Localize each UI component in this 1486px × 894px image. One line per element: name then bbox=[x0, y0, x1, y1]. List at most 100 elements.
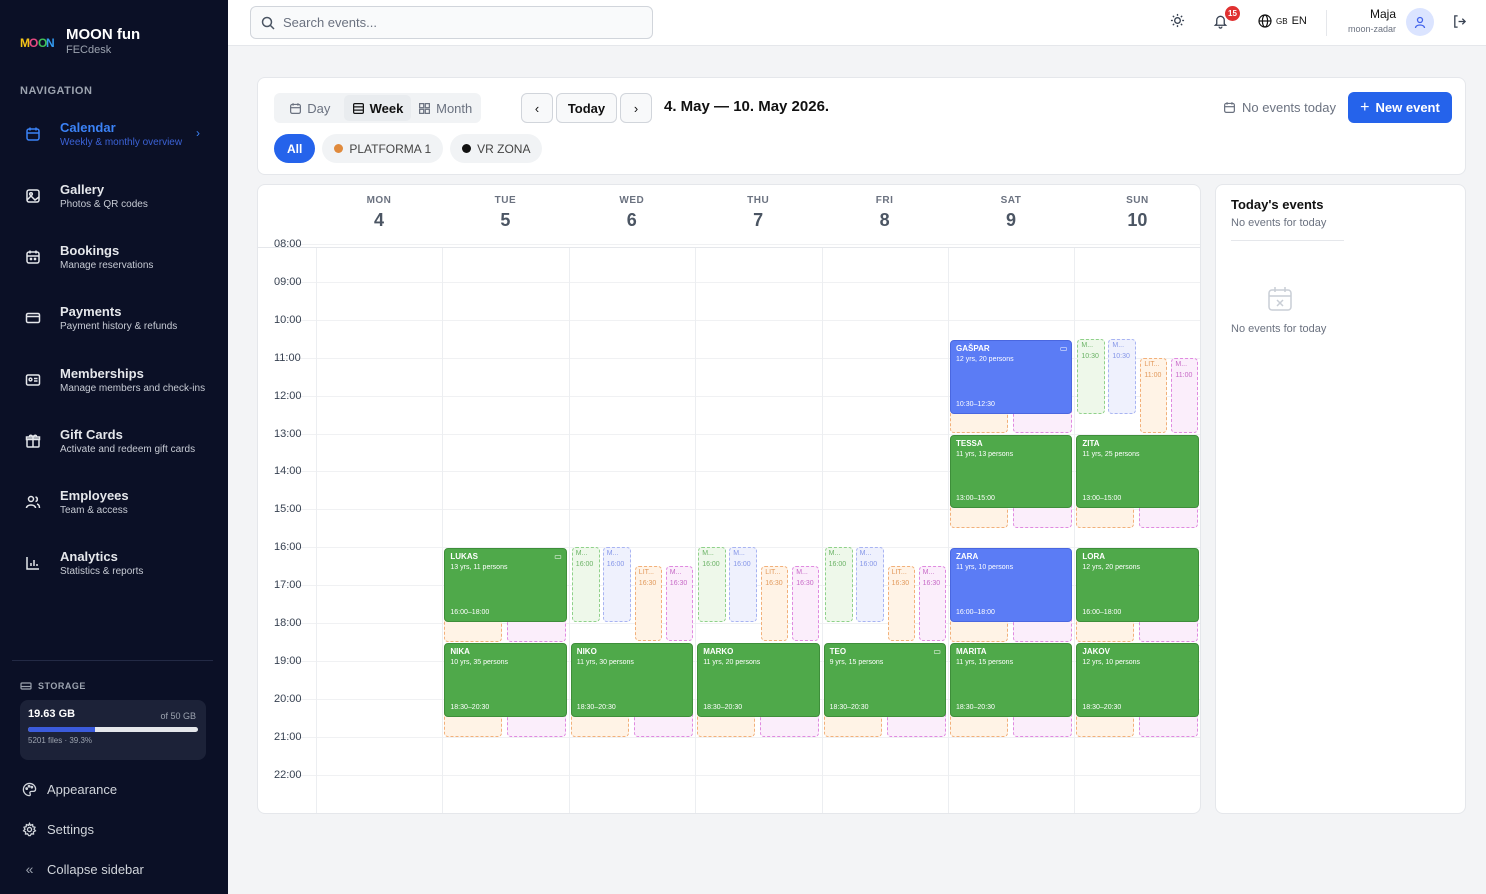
event-time: 18:30–20:30 bbox=[956, 703, 995, 711]
day-header-thu[interactable]: THU 7 bbox=[695, 195, 821, 231]
calendar-check-icon bbox=[22, 246, 44, 268]
day-header-sun[interactable]: SUN 10 bbox=[1074, 195, 1200, 231]
event-details: 11 yrs, 20 persons bbox=[703, 658, 761, 666]
theme-toggle-button[interactable] bbox=[1170, 13, 1185, 33]
user-info[interactable]: Maja moon-zadar bbox=[1336, 7, 1396, 34]
filter-platforma-1[interactable]: PLATFORMA 1 bbox=[322, 134, 444, 163]
event-zara[interactable]: ZARA 11 yrs, 10 persons 16:00–18:00 bbox=[950, 548, 1073, 622]
overlapping-event[interactable]: M... 16:00 bbox=[602, 547, 631, 623]
next-week-button[interactable]: › bbox=[620, 93, 652, 123]
overlapping-event[interactable]: M... 16:30 bbox=[918, 566, 946, 642]
sidebar-item-label: Calendar bbox=[60, 119, 116, 135]
color-dot bbox=[462, 144, 472, 153]
event-gašpar[interactable]: GAŠPAR 12 yrs, 20 persons 10:30–12:30 ▭ bbox=[950, 339, 1073, 414]
day-header-wed[interactable]: WED 6 bbox=[569, 195, 695, 231]
view-day-button[interactable]: Day bbox=[276, 95, 344, 121]
view-week-button[interactable]: Week bbox=[343, 95, 412, 121]
hour-line bbox=[276, 319, 1200, 321]
settings-button[interactable]: Settings bbox=[22, 822, 94, 837]
overlapping-event[interactable]: M... 10:30 bbox=[1077, 338, 1106, 414]
ghost-title: M... bbox=[859, 550, 872, 558]
collapse-sidebar-button[interactable]: « Collapse sidebar bbox=[22, 861, 144, 877]
sidebar-item-calendar[interactable]: Calendar Weekly & monthly overview › bbox=[12, 108, 212, 160]
ghost-time: 16:30 bbox=[891, 580, 910, 588]
filter-label: VR ZONA bbox=[477, 141, 531, 156]
overlapping-event[interactable]: M... 11:00 bbox=[1171, 357, 1199, 433]
overlapping-event[interactable]: M... 16:30 bbox=[665, 566, 693, 642]
gift-icon bbox=[22, 430, 44, 452]
sidebar-item-sub: Statistics & reports bbox=[60, 565, 144, 577]
day-header-fri[interactable]: FRI 8 bbox=[822, 195, 948, 231]
overlapping-event[interactable]: LIT... 16:30 bbox=[761, 566, 789, 642]
event-lukas[interactable]: LUKAS 13 yrs, 11 persons 16:00–18:00 ▭ bbox=[444, 548, 567, 622]
event-nika[interactable]: NIKA 10 yrs, 35 persons 18:30–20:30 bbox=[444, 642, 567, 717]
day-column-divider bbox=[948, 248, 949, 813]
overlapping-event[interactable]: LIT... 11:00 bbox=[1140, 357, 1168, 433]
day-header-tue[interactable]: TUE 5 bbox=[442, 195, 568, 231]
day-name: TUE bbox=[494, 195, 517, 206]
calendar-icon bbox=[290, 102, 302, 114]
event-time: 16:00–18:00 bbox=[956, 608, 995, 616]
sidebar-item-sub: Manage members and check-ins bbox=[60, 382, 206, 394]
event-niko[interactable]: NIKO 11 yrs, 30 persons 18:30–20:30 bbox=[570, 642, 694, 717]
ghost-time: 16:30 bbox=[669, 580, 688, 588]
event-name: LORA bbox=[1082, 552, 1106, 562]
storage-box: 19.63 GB of 50 GB 5201 files · 39.3% bbox=[20, 700, 206, 760]
sidebar-item-payments[interactable]: Payments Payment history & refunds bbox=[12, 292, 212, 344]
event-teo[interactable]: TEO 9 yrs, 15 persons 18:30–20:30 ▭ bbox=[823, 642, 946, 717]
overlapping-event[interactable]: M... 16:00 bbox=[855, 547, 884, 623]
logout-button[interactable] bbox=[1452, 14, 1467, 34]
sidebar-item-analytics[interactable]: Analytics Statistics & reports bbox=[12, 537, 212, 589]
event-tessa[interactable]: TESSA 11 yrs, 13 persons 13:00–15:00 bbox=[950, 434, 1073, 509]
appearance-button[interactable]: Appearance bbox=[22, 782, 117, 797]
filter-all[interactable]: All bbox=[274, 134, 316, 163]
overlapping-event[interactable]: M... 16:00 bbox=[571, 547, 600, 623]
overlapping-event[interactable]: M... 10:30 bbox=[1108, 338, 1137, 414]
sidebar-item-label: Memberships bbox=[60, 365, 144, 381]
event-zita[interactable]: ZITA 11 yrs, 25 persons 13:00–15:00 bbox=[1076, 434, 1199, 509]
day-number: 6 bbox=[626, 210, 637, 230]
globe-icon bbox=[1258, 14, 1272, 28]
today-button[interactable]: Today bbox=[556, 93, 617, 123]
event-lora[interactable]: LORA 12 yrs, 20 persons 16:00–18:00 bbox=[1076, 548, 1199, 622]
overlapping-event[interactable]: M... 16:00 bbox=[698, 547, 727, 623]
language-selector[interactable]: GB EN bbox=[1258, 14, 1307, 28]
logout-icon bbox=[1454, 15, 1467, 28]
today-events-panel: Today's events No events for today No ev… bbox=[1215, 184, 1466, 814]
search-box[interactable] bbox=[250, 6, 653, 39]
day-header-mon[interactable]: MON 4 bbox=[316, 195, 442, 231]
overlapping-event[interactable]: M... 16:00 bbox=[824, 547, 853, 623]
ghost-title: M... bbox=[575, 550, 588, 558]
sidebar-item-employees[interactable]: Employees Team & access bbox=[12, 476, 212, 528]
new-event-button[interactable]: + New event bbox=[1348, 92, 1452, 123]
day-header-sat[interactable]: SAT 9 bbox=[948, 195, 1074, 231]
sidebar-item-gift-cards[interactable]: Gift Cards Activate and redeem gift cards bbox=[12, 415, 212, 467]
event-name: TEO bbox=[829, 646, 847, 656]
event-jakov[interactable]: JAKOV 12 yrs, 10 persons 18:30–20:30 bbox=[1076, 642, 1199, 717]
overlapping-event[interactable]: M... 16:00 bbox=[729, 547, 758, 623]
time-label: 12:00 bbox=[274, 389, 302, 402]
notifications-button[interactable]: 15 bbox=[1213, 6, 1240, 34]
sidebar-item-label: Gallery bbox=[60, 181, 105, 197]
event-marita[interactable]: MARITA 11 yrs, 15 persons 18:30–20:30 bbox=[950, 642, 1073, 717]
search-input[interactable] bbox=[283, 15, 623, 30]
ghost-time: 11:00 bbox=[1175, 371, 1193, 379]
sidebar-item-gallery[interactable]: Gallery Photos & QR codes bbox=[12, 170, 212, 222]
prev-week-button[interactable]: ‹ bbox=[521, 93, 553, 123]
sidebar-item-sub: Activate and redeem gift cards bbox=[60, 443, 196, 455]
filter-vr-zona[interactable]: VR ZONA bbox=[450, 134, 543, 163]
overlapping-event[interactable]: LIT... 16:30 bbox=[634, 566, 662, 642]
view-month-button[interactable]: Month bbox=[411, 95, 479, 121]
overlapping-event[interactable]: M... 16:30 bbox=[792, 566, 820, 642]
sidebar-item-bookings[interactable]: Bookings Manage reservations bbox=[12, 231, 212, 283]
overlapping-event[interactable]: LIT... 16:30 bbox=[887, 566, 915, 642]
sidebar-item-memberships[interactable]: Memberships Manage members and check-ins bbox=[12, 354, 212, 406]
sidebar-item-sub: Photos & QR codes bbox=[60, 198, 148, 210]
sidebar-item-sub: Weekly & monthly overview bbox=[60, 136, 183, 148]
day-column-divider bbox=[442, 248, 444, 813]
event-marko[interactable]: MARKO 11 yrs, 20 persons 18:30–20:30 bbox=[697, 642, 820, 717]
calendar-grid[interactable]: 08:00 09:00 10:00 11:00 12:00 13:00 14:00 15:00… bbox=[258, 238, 1200, 813]
avatar[interactable] bbox=[1406, 8, 1434, 36]
time-label: 09:00 bbox=[274, 275, 302, 288]
